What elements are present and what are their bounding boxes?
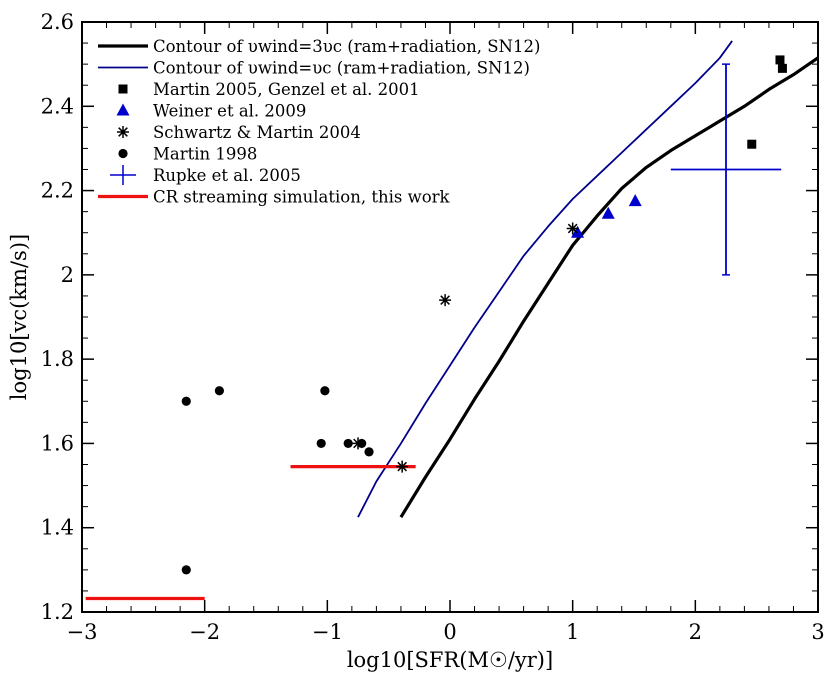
y-tick-label: 2.6 bbox=[41, 10, 74, 34]
point-martin-1998 bbox=[316, 438, 326, 449]
legend-swatch-weiner-et-al-2009 bbox=[116, 103, 130, 116]
legend-swatch-martin-1998 bbox=[118, 148, 128, 159]
y-tick-label: 1.8 bbox=[41, 347, 74, 371]
y-tick-label: 1.6 bbox=[41, 431, 74, 455]
x-tick-label: 3 bbox=[811, 620, 824, 644]
series-line-contour-of-wind-c-ram-radiation-sn12 bbox=[357, 40, 733, 518]
point-schwartz-martin-2004 bbox=[566, 222, 579, 235]
point-martin-1998 bbox=[343, 438, 353, 449]
y-axis-label: log10[vc(km/s)] bbox=[7, 234, 31, 400]
legend-swatch-martin-2005-genzel-et-al-2001 bbox=[118, 84, 128, 94]
legend-swatch-schwartz-martin-2004 bbox=[117, 126, 129, 138]
point-martin-1998 bbox=[181, 396, 191, 406]
x-tick-label: 0 bbox=[443, 620, 456, 644]
legend-label-cr-streaming-simulation-this-work: CR streaming simulation, this work bbox=[153, 188, 451, 207]
tick-layer: −3 −2 −1 0 1 2 3 1.2 1.4 1.6 1.8 2 2.2 2.4 2.6 bbox=[41, 10, 825, 644]
point-weiner-et-al-2009 bbox=[628, 194, 642, 207]
point-martin-1998 bbox=[357, 438, 367, 449]
x-tick-label: −3 bbox=[67, 620, 98, 644]
point-weiner-et-al-2009 bbox=[571, 225, 585, 238]
point-weiner-et-al-2009 bbox=[601, 206, 615, 219]
point-martin-2005-genzel-et-al-2001 bbox=[747, 139, 757, 149]
y-tick-label: 2.2 bbox=[41, 179, 74, 203]
point-martin-2005-genzel-et-al-2001 bbox=[777, 63, 787, 73]
legend-label-schwartz-martin-2004: Schwartz & Martin 2004 bbox=[153, 123, 361, 142]
x-tick-label: −2 bbox=[189, 620, 220, 644]
point-martin-1998 bbox=[214, 386, 224, 396]
y-tick-label: 2.4 bbox=[41, 94, 74, 118]
point-martin-1998 bbox=[320, 386, 330, 396]
x-tick-label: 1 bbox=[566, 620, 579, 644]
y-tick-label: 1.4 bbox=[41, 516, 74, 540]
series-line-contour-of-wind-3-c-ram-radiation-sn12 bbox=[399, 56, 819, 519]
legend-label-martin-2005-genzel-et-al-2001: Martin 2005, Genzel et al. 2001 bbox=[153, 80, 420, 99]
legend-label-weiner-et-al-2009: Weiner et al. 2009 bbox=[153, 102, 306, 121]
point-schwartz-martin-2004 bbox=[439, 294, 452, 307]
point-martin-1998 bbox=[364, 447, 374, 457]
curve-layer bbox=[85, 40, 819, 601]
point-schwartz-martin-2004 bbox=[396, 460, 409, 473]
x-tick-label: −1 bbox=[312, 620, 343, 644]
legend: Contour of υwind=3υc (ram+radiation, SN1… bbox=[98, 37, 540, 207]
y-tick-label: 1.2 bbox=[41, 600, 74, 624]
point-martin-2005-genzel-et-al-2001 bbox=[775, 55, 785, 65]
x-axis-label: log10[SFR(M☉/yr)] bbox=[347, 648, 553, 672]
marker-layer bbox=[181, 55, 787, 575]
legend-label-contour-of-wind-3-c-ram-radiation-sn12: Contour of υwind=3υc (ram+radiation, SN1… bbox=[153, 37, 540, 56]
legend-label-martin-1998: Martin 1998 bbox=[153, 145, 257, 164]
y-tick-label: 2 bbox=[61, 263, 74, 287]
legend-label-rupke-et-al-2005: Rupke et al. 2005 bbox=[153, 166, 301, 185]
x-tick-label: 2 bbox=[689, 620, 702, 644]
legend-label-contour-of-wind-c-ram-radiation-sn12: Contour of υwind=υc (ram+radiation, SN12… bbox=[153, 59, 530, 78]
point-martin-1998 bbox=[181, 565, 191, 575]
